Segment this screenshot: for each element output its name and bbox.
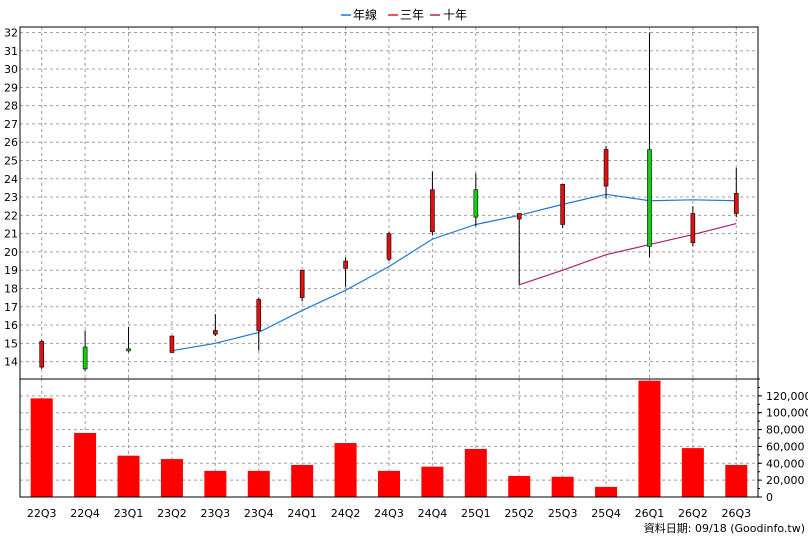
candle-body xyxy=(430,189,435,233)
x-tick-label: 24Q3 xyxy=(374,507,404,520)
volume-bar xyxy=(30,398,53,497)
price-tick-label: 21 xyxy=(4,228,18,241)
candle-body xyxy=(473,189,479,218)
candle-body xyxy=(299,269,305,298)
volume-bar xyxy=(464,448,487,497)
volume-bar xyxy=(681,448,704,497)
x-tick-label: 25Q2 xyxy=(504,507,534,520)
volume-tick-label: 80,000 xyxy=(766,424,805,437)
price-tick-label: 28 xyxy=(4,100,18,113)
legend-label-three-year: 三年 xyxy=(400,8,424,22)
volume-bar xyxy=(247,470,270,497)
moving-average-lines xyxy=(171,193,737,352)
volume-bar xyxy=(508,475,531,497)
candle-body xyxy=(343,260,348,269)
plot-frames xyxy=(19,26,759,498)
volume-bar xyxy=(638,380,661,497)
volume-tick-label: 40,000 xyxy=(766,457,805,470)
price-tick-label: 32 xyxy=(4,26,18,39)
volume-bar xyxy=(334,443,357,497)
price-tick-label: 24 xyxy=(4,173,18,186)
x-tick-label: 23Q1 xyxy=(114,507,144,520)
x-tick-label: 24Q2 xyxy=(331,507,361,520)
x-tick-label: 25Q4 xyxy=(591,507,621,520)
price-tick-label: 26 xyxy=(4,136,18,149)
price-tick-label: 16 xyxy=(4,319,18,332)
candle-body xyxy=(647,149,652,247)
price-grid xyxy=(20,27,758,379)
ma-line xyxy=(171,193,737,352)
candle-body xyxy=(560,183,565,225)
volume-bar xyxy=(204,470,227,497)
volume-bar xyxy=(291,464,314,497)
price-axis: 14 15 16 17 18 19 20 21 22 23 24 25 26 27 28 29 30 31 32 xyxy=(4,26,18,368)
volume-bar xyxy=(117,455,140,497)
price-tick-label: 30 xyxy=(4,63,18,76)
x-tick-label: 25Q3 xyxy=(548,507,578,520)
x-tick-label: 24Q1 xyxy=(287,507,317,520)
volume-bar xyxy=(378,470,400,497)
volume-bar xyxy=(595,486,618,497)
x-tick-label: 26Q2 xyxy=(678,507,708,520)
candle-body xyxy=(690,213,696,244)
x-tick-label: 24Q4 xyxy=(418,507,448,520)
price-tick-label: 23 xyxy=(4,191,18,204)
x-tick-label: 22Q3 xyxy=(27,507,57,520)
ma-line xyxy=(519,222,737,286)
candle-body xyxy=(82,346,88,370)
candle-body xyxy=(126,348,131,352)
x-tick-label: 26Q1 xyxy=(635,507,665,520)
legend-label-annual-line: 年線 xyxy=(353,7,377,22)
candle-body xyxy=(213,330,218,335)
source-footer: 資料日期: 09/18 (Goodinfo.tw) xyxy=(644,521,805,535)
volume-tick-label: 100,000 xyxy=(766,407,808,420)
chart-legend: 年線 三年 十年 xyxy=(341,7,467,22)
price-tick-label: 14 xyxy=(4,356,18,369)
volume-bar xyxy=(160,459,183,497)
candle-body xyxy=(603,149,609,187)
candle-body xyxy=(39,341,45,368)
candlesticks xyxy=(39,32,739,371)
price-tick-label: 20 xyxy=(4,246,18,259)
volume-tick-label: 0 xyxy=(766,491,773,504)
x-tick-label: 23Q2 xyxy=(157,507,187,520)
candle-body xyxy=(733,193,739,214)
candle-body xyxy=(256,299,262,331)
volume-bar xyxy=(421,466,444,497)
price-tick-label: 17 xyxy=(4,301,18,314)
volume-tick-label: 120,000 xyxy=(766,390,808,403)
volume-bar xyxy=(551,476,574,497)
price-tick-label: 25 xyxy=(4,154,18,167)
price-tick-label: 18 xyxy=(4,282,18,295)
x-tick-label: 22Q4 xyxy=(70,507,100,520)
candle-body xyxy=(386,233,392,260)
candle-body xyxy=(169,335,175,353)
x-tick-label: 25Q1 xyxy=(461,507,491,520)
x-tick-label: 26Q3 xyxy=(721,507,751,520)
volume-panel-frame xyxy=(19,378,759,498)
volume-bars xyxy=(30,380,748,497)
x-axis: 22Q3 22Q4 23Q1 23Q2 23Q3 23Q4 24Q1 24Q2 24Q3 24Q4… xyxy=(27,507,751,520)
price-tick-label: 31 xyxy=(4,45,18,58)
price-tick-label: 19 xyxy=(4,264,18,277)
price-tick-label: 15 xyxy=(4,337,18,350)
x-tick-label: 23Q4 xyxy=(244,507,274,520)
volume-bar xyxy=(725,464,748,497)
price-tick-label: 22 xyxy=(4,209,18,222)
volume-tick-label: 20,000 xyxy=(766,474,805,487)
volume-axis: 0 20,000 40,000 60,000 80,000 100,000 120,000 xyxy=(758,378,808,504)
volume-bar xyxy=(74,432,97,497)
legend-label-ten-year: 十年 xyxy=(443,8,467,22)
volume-tick-label: 60,000 xyxy=(766,440,805,453)
x-tick-label: 23Q3 xyxy=(201,507,231,520)
price-tick-label: 29 xyxy=(4,81,18,94)
candle-body xyxy=(516,213,522,220)
price-tick-label: 27 xyxy=(4,118,18,131)
